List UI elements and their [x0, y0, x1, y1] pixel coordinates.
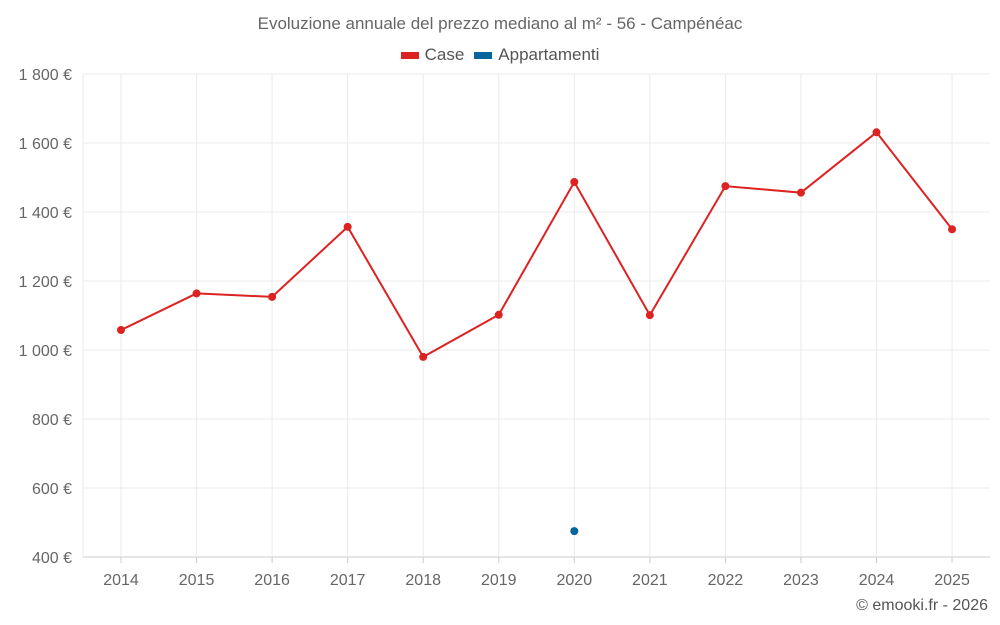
data-point-case [343, 222, 352, 231]
x-tick-label: 2021 [632, 572, 668, 589]
legend-item-appartamenti[interactable]: Appartamenti [474, 45, 599, 65]
legend: Case Appartamenti [0, 45, 1000, 65]
y-tick-label: 1 600 € [19, 136, 72, 153]
y-tick-label: 800 € [32, 412, 72, 429]
data-point-case [721, 182, 730, 191]
legend-label-case: Case [424, 45, 465, 64]
y-tick-label: 1 400 € [19, 205, 72, 222]
x-tick-label: 2017 [330, 572, 366, 589]
x-tick-label: 2020 [557, 572, 593, 589]
x-tick-label: 2024 [859, 572, 895, 589]
data-point-case [645, 311, 654, 320]
data-point-case [419, 352, 428, 361]
x-tick-label: 2016 [254, 572, 290, 589]
x-tick-label: 2022 [708, 572, 744, 589]
data-point-appartamenti [570, 527, 579, 536]
data-point-case [192, 289, 201, 298]
y-tick-label: 600 € [32, 481, 72, 498]
y-tick-label: 400 € [32, 550, 72, 567]
series-line-case [120, 130, 953, 359]
legend-swatch-case [400, 51, 419, 59]
data-point-case [872, 128, 881, 137]
data-point-case [494, 310, 503, 319]
x-tick-label: 2023 [783, 572, 819, 589]
chart-title: Evoluzione annuale del prezzo mediano al… [257, 14, 743, 33]
legend-item-case[interactable]: Case [400, 45, 465, 65]
y-tick-label: 1 000 € [19, 343, 72, 360]
legend-label-appartamenti: Appartamenti [498, 45, 600, 64]
data-point-case [268, 292, 277, 301]
y-tick-label: 1 200 € [19, 274, 72, 291]
data-point-case [796, 188, 805, 197]
y-tick-label: 1 800 € [19, 67, 72, 84]
x-tick-label: 2018 [405, 572, 441, 589]
legend-swatch-appartamenti [474, 51, 493, 59]
data-point-case [570, 177, 579, 186]
x-tick-label: 2015 [179, 572, 215, 589]
data-point-case [117, 325, 125, 334]
credit: © emooki.fr - 2026 [856, 597, 988, 614]
data-point-case [948, 225, 957, 234]
x-tick-label: 2019 [481, 572, 517, 589]
x-tick-label: 2014 [103, 572, 139, 589]
x-tick-label: 2025 [934, 572, 970, 589]
